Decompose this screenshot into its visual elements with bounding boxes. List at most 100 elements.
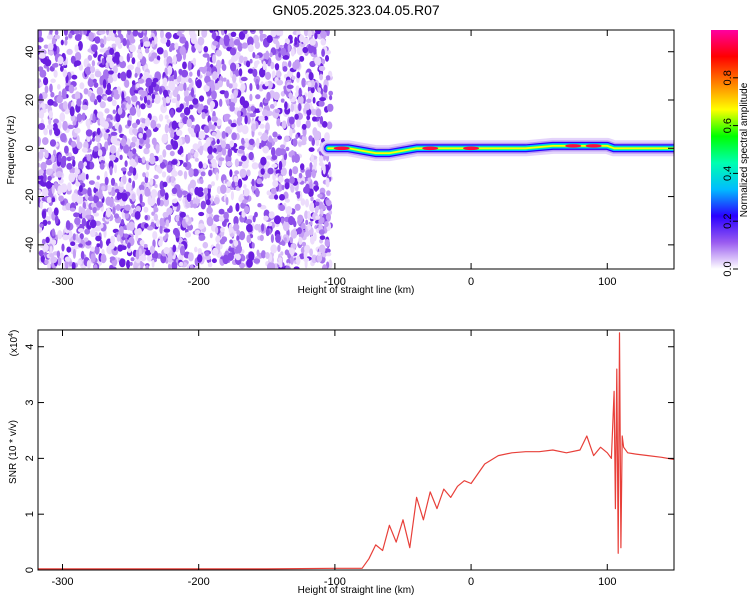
spectrogram-cell bbox=[289, 37, 293, 43]
spectrogram-cell bbox=[54, 30, 59, 36]
spectrogram-cell bbox=[127, 98, 131, 105]
spectrogram-cell bbox=[212, 147, 217, 153]
spectrogram-cell bbox=[50, 91, 55, 98]
spectrogram-cell bbox=[223, 218, 229, 223]
spectrogram-cell bbox=[294, 36, 298, 46]
spectrogram-cell bbox=[75, 168, 80, 175]
spectrogram-cell bbox=[180, 112, 185, 118]
x-tick-label: -300 bbox=[51, 576, 73, 588]
spectrogram-cell bbox=[201, 67, 207, 74]
spectrogram-cell bbox=[162, 97, 167, 108]
spectrogram-cell bbox=[138, 184, 145, 191]
spectrogram-cell bbox=[86, 260, 91, 269]
spectrogram-cell bbox=[74, 91, 81, 101]
spectrogram-cell bbox=[305, 198, 309, 208]
spectrogram-cell bbox=[215, 172, 219, 181]
y-tick-label: 1 bbox=[24, 511, 36, 517]
spectrogram-cell bbox=[211, 90, 217, 100]
spectrogram-cell bbox=[88, 180, 95, 186]
spectrogram-cell bbox=[191, 149, 194, 154]
spectrogram-cell bbox=[179, 211, 186, 218]
y-tick-label: 4 bbox=[24, 344, 36, 350]
spectrogram-cell bbox=[39, 223, 44, 228]
spectrogram-cell bbox=[170, 108, 174, 118]
spectrogram-cell bbox=[73, 62, 78, 67]
spectrogram-cell bbox=[259, 204, 267, 210]
spectrogram-cell bbox=[66, 48, 73, 56]
spectrogram-cell bbox=[129, 261, 133, 266]
spectrogram-cell bbox=[123, 144, 130, 154]
y-tick-label: 20 bbox=[24, 94, 36, 106]
spectrogram-cell bbox=[212, 247, 219, 256]
spectrogram-cell bbox=[177, 83, 185, 92]
spectrogram-cell bbox=[49, 168, 53, 174]
spectrogram-cell bbox=[192, 98, 199, 105]
spectrogram-cell bbox=[91, 44, 98, 53]
spectrogram-cell bbox=[63, 64, 68, 69]
spectrogram-cell bbox=[277, 135, 282, 140]
spectrogram-cell bbox=[65, 220, 71, 230]
spectrogram-cell bbox=[161, 171, 167, 178]
spectrogram-cell bbox=[259, 106, 263, 112]
spectrogram-cell bbox=[203, 46, 209, 53]
spectrogram-cell bbox=[213, 214, 221, 222]
spectrogram-cell bbox=[172, 227, 180, 236]
spectrogram-cell bbox=[143, 96, 148, 104]
spectrogram-cell bbox=[104, 176, 109, 186]
spectrogram-cell bbox=[228, 223, 233, 234]
spectrogram-cell bbox=[112, 72, 118, 82]
spectrogram-cell bbox=[165, 144, 173, 151]
spectrogram-cell bbox=[259, 234, 264, 242]
spectrogram-cell bbox=[81, 104, 89, 111]
spectrogram-cell bbox=[255, 94, 261, 100]
spectrogram-cell bbox=[262, 60, 267, 71]
spectrogram-cell bbox=[162, 181, 168, 188]
spectrogram-cell bbox=[93, 264, 98, 269]
spectrogram-cell bbox=[313, 185, 320, 191]
spectrogram-cell bbox=[104, 108, 110, 114]
spectrogram-cell bbox=[172, 244, 177, 253]
spectrogram-cell bbox=[120, 71, 127, 82]
spectrogram-cell bbox=[57, 56, 64, 65]
spectrogram-cell bbox=[262, 109, 269, 117]
spectrogram-cell bbox=[187, 60, 192, 71]
spectrogram-cell bbox=[62, 101, 68, 110]
spectrogram-cell bbox=[185, 231, 192, 238]
spectrogram-cell bbox=[147, 195, 152, 206]
spectrogram-cell bbox=[278, 266, 285, 269]
spectrogram-cell bbox=[205, 199, 211, 206]
spectrogram-cell bbox=[224, 113, 231, 119]
spectrogram-cell bbox=[61, 243, 65, 252]
spectrogram-cell bbox=[285, 206, 293, 215]
spectrogram-cell bbox=[169, 150, 175, 157]
spectrogram-cell bbox=[185, 217, 189, 223]
spectrogram-cell bbox=[64, 145, 69, 154]
spectrogram-cell bbox=[286, 84, 294, 90]
spectrogram-cell bbox=[221, 140, 227, 149]
spectrogram-cell bbox=[220, 184, 227, 194]
spectrogram-cell bbox=[40, 181, 48, 187]
spectrogram-cell bbox=[43, 44, 49, 49]
spectrogram-cell bbox=[64, 256, 71, 262]
spectrogram-cell bbox=[196, 79, 202, 89]
spectrogram-cell bbox=[108, 242, 115, 250]
spectrogram-cell bbox=[275, 40, 280, 50]
spectrogram-cell bbox=[72, 159, 76, 167]
spectrogram-cell bbox=[146, 226, 154, 231]
spectrogram-cell bbox=[238, 68, 243, 77]
spectrogram-cell bbox=[114, 164, 117, 174]
spectrogram-cell bbox=[249, 113, 256, 118]
spectrogram-cell bbox=[207, 154, 214, 160]
spectrogram-cell bbox=[87, 78, 95, 87]
spectrogram-cell bbox=[276, 118, 281, 127]
spectrogram-cell bbox=[70, 241, 76, 246]
spectrogram-cell bbox=[67, 124, 75, 130]
spectrogram-cell bbox=[242, 100, 250, 109]
spectrogram-cell bbox=[121, 103, 125, 110]
spectrogram-cell bbox=[280, 98, 285, 103]
spectrogram-cell bbox=[192, 143, 199, 151]
spectrogram-cell bbox=[234, 170, 240, 175]
spectrogram-frame bbox=[37, 29, 675, 270]
spectrogram-cell bbox=[47, 99, 54, 106]
spectrogram-cell bbox=[53, 62, 59, 68]
